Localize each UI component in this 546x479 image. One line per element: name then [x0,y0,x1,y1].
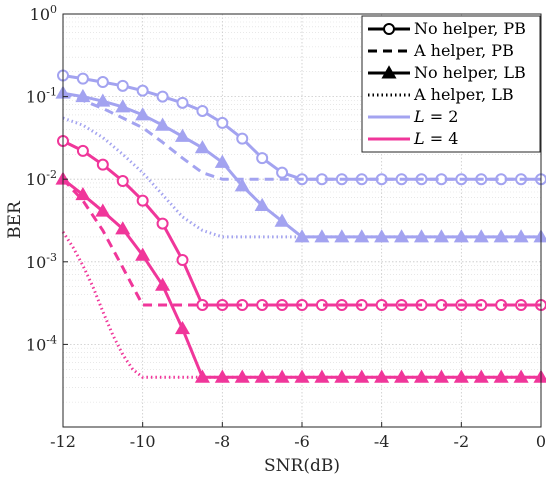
triangle-marker [135,247,151,261]
legend-label: L = 2 [413,107,458,126]
x-tick-label: 0 [536,432,546,451]
series-layer [55,69,546,383]
triangle-marker [214,154,230,168]
triangle-marker [433,229,449,243]
triangle-marker [174,320,191,335]
triangle-marker [381,65,397,79]
y-tick-label: 10-1 [26,86,57,107]
triangle-marker [294,229,310,243]
circle-marker [156,90,169,103]
x-tick-label: -4 [374,432,390,451]
triangle-marker [394,369,410,383]
legend-label: A helper, LB [413,85,514,104]
series-L2-dotted-none [62,116,541,239]
legend-label: No helper, PB [414,19,526,38]
circle-marker [236,132,249,145]
series-line [61,231,541,379]
x-tick-label: -8 [215,432,231,451]
x-tick-label: -12 [50,432,76,451]
series-line [62,91,541,181]
y-tick-label: 10-3 [26,251,57,272]
x-tick-label: -6 [294,432,310,451]
circle-marker [136,194,149,207]
y-tick-label: 10-4 [26,333,57,354]
x-tick-label: -10 [130,432,156,451]
circle-marker [256,152,269,165]
circle-marker [196,104,209,117]
circle-marker [136,84,149,97]
circle-marker [76,144,89,157]
circle-marker [96,158,109,171]
circle-marker [176,96,189,109]
ticks: 10-4 10-3 10-2 10-1 100 -12 -10 -8 -6 -4 -2 0 [26,3,546,451]
triangle-marker [155,277,171,291]
circle-marker [116,79,129,92]
legend: No helper, PB A helper, PB No helper, LB A … [361,15,541,153]
y-tick-label: 100 [30,3,57,24]
triangle-marker [274,213,290,227]
legend-entry: L = 4 [368,129,458,148]
circle-marker [156,217,169,230]
legend-entry: No helper, PB [368,19,526,38]
legend-label: No helper, LB [414,63,526,82]
legend-entry: L = 2 [368,107,458,126]
legend-entry: A helper, PB [368,41,514,60]
x-axis-label: SNR(dB) [264,456,340,476]
triangle-marker [75,186,91,201]
y-tick-label: 10-2 [26,168,57,189]
triangle-marker [174,128,191,142]
legend-label: L = 4 [413,129,458,148]
legend-entry: No helper, LB [368,63,526,82]
series-L2-dashed-none [62,91,541,181]
triangle-marker [95,93,111,107]
circle-marker [276,166,289,179]
series-line [62,116,541,239]
triangle-marker [75,88,91,103]
triangle-marker [115,221,131,235]
circle-marker [383,23,395,35]
circle-marker [96,76,109,89]
series-L4-dotted-none [61,231,541,379]
triangle-marker [155,117,171,131]
circle-marker [76,72,89,85]
y-axis-label: BER [5,200,25,239]
x-tick-label: -2 [454,432,470,451]
triangle-marker [95,203,111,217]
legend-label: A helper, PB [413,41,514,60]
circle-marker [216,116,229,129]
triangle-marker [254,197,270,212]
triangle-marker [135,107,151,121]
triangle-marker [115,99,131,113]
legend-entry: A helper, LB [368,85,514,104]
circle-marker [176,254,189,267]
legend-box [361,15,541,153]
triangle-marker [194,140,210,154]
triangle-marker [234,178,250,192]
circle-marker [116,175,129,188]
